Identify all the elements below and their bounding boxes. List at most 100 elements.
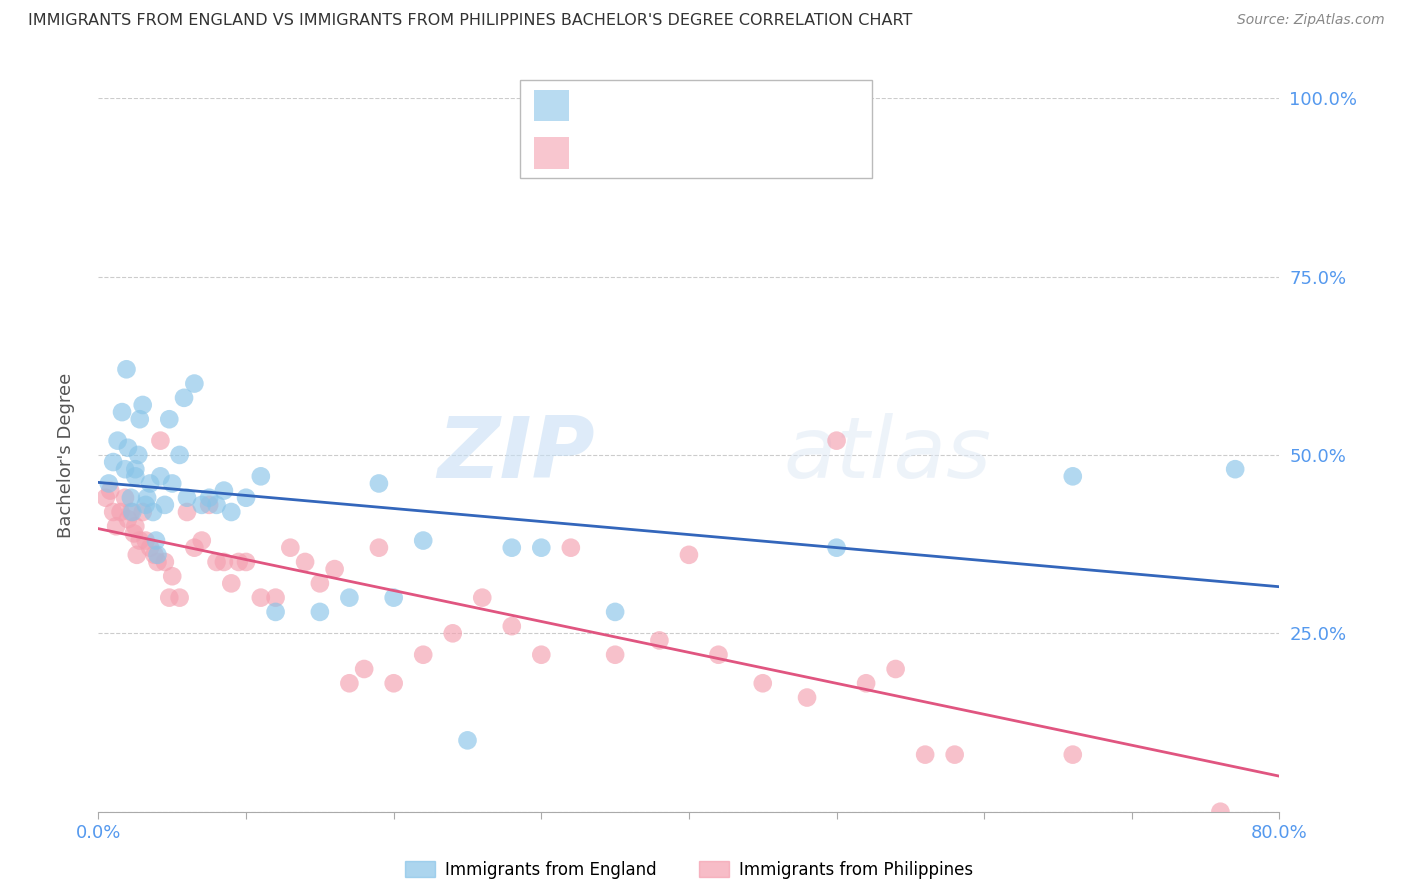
Point [124, 469, 146, 483]
Text: ZIP: ZIP [437, 413, 595, 497]
Point [125, 548, 148, 562]
Y-axis label: Bachelor's Degree: Bachelor's Degree [56, 372, 75, 538]
Point [456, 733, 478, 747]
Point [678, 548, 700, 562]
Point [120, 505, 142, 519]
Point [121, 505, 143, 519]
Point [127, 448, 149, 462]
Point [530, 541, 553, 555]
Point [191, 533, 214, 548]
Point [751, 676, 773, 690]
Point [648, 633, 671, 648]
Point [914, 747, 936, 762]
Point [132, 398, 155, 412]
Text: 60: 60 [766, 145, 789, 161]
Point [884, 662, 907, 676]
Point [117, 512, 139, 526]
Point [235, 491, 257, 505]
Point [173, 391, 195, 405]
Text: -0.586: -0.586 [626, 145, 683, 161]
Point [264, 591, 287, 605]
Point [128, 533, 150, 548]
Point [825, 541, 848, 555]
Point [153, 555, 176, 569]
Point [110, 505, 132, 519]
Point [205, 498, 228, 512]
Point [97, 476, 120, 491]
Point [191, 498, 214, 512]
Point [169, 591, 191, 605]
Point [323, 562, 346, 576]
Point [309, 576, 332, 591]
Point [132, 505, 155, 519]
Point [441, 626, 464, 640]
Point [176, 491, 198, 505]
Point [111, 405, 134, 419]
Point [368, 476, 391, 491]
Point [105, 519, 128, 533]
Point [136, 491, 159, 505]
Text: 47: 47 [766, 98, 789, 113]
Text: N =: N = [721, 145, 756, 161]
Text: atlas: atlas [783, 413, 991, 497]
Point [825, 434, 848, 448]
Point [149, 469, 172, 483]
Point [1062, 747, 1084, 762]
Point [115, 362, 138, 376]
Point [98, 483, 121, 498]
Point [103, 505, 125, 519]
Point [94, 491, 117, 505]
Point [183, 376, 205, 391]
Point [560, 541, 582, 555]
Text: R =: R = [581, 98, 614, 113]
Point [278, 541, 302, 555]
Point [501, 541, 523, 555]
Point [1062, 469, 1084, 483]
Point [382, 676, 405, 690]
Point [139, 476, 162, 491]
Point [855, 676, 877, 690]
Point [309, 605, 332, 619]
FancyBboxPatch shape [534, 90, 569, 121]
Point [339, 591, 360, 605]
Text: R =: R = [581, 145, 614, 161]
Point [176, 505, 198, 519]
Point [353, 662, 375, 676]
Point [153, 498, 176, 512]
Point [114, 491, 136, 505]
Point [412, 533, 434, 548]
Point [162, 476, 183, 491]
Point [250, 591, 273, 605]
Text: Source: ZipAtlas.com: Source: ZipAtlas.com [1237, 13, 1385, 28]
Point [605, 648, 627, 662]
Point [382, 591, 405, 605]
Point [135, 533, 157, 548]
Point [368, 541, 391, 555]
FancyBboxPatch shape [534, 137, 569, 169]
Point [212, 483, 235, 498]
Point [128, 412, 150, 426]
Point [412, 648, 434, 662]
Point [145, 533, 167, 548]
Point [212, 555, 235, 569]
Point [471, 591, 494, 605]
Point [339, 676, 360, 690]
Point [294, 555, 316, 569]
Point [1223, 462, 1246, 476]
Point [250, 469, 273, 483]
Point [205, 555, 228, 569]
Point [183, 541, 205, 555]
Point [169, 448, 191, 462]
Point [114, 462, 136, 476]
Point [796, 690, 818, 705]
Point [198, 498, 221, 512]
Point [943, 747, 966, 762]
Point [1209, 805, 1232, 819]
Point [162, 569, 183, 583]
Point [157, 591, 180, 605]
Point [157, 412, 180, 426]
Point [235, 555, 257, 569]
Point [501, 619, 523, 633]
Point [135, 498, 157, 512]
Legend: Immigrants from England, Immigrants from Philippines: Immigrants from England, Immigrants from… [398, 855, 980, 886]
